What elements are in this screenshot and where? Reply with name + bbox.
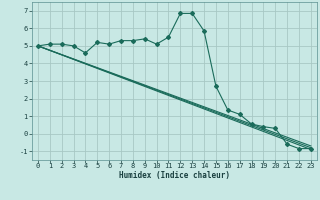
X-axis label: Humidex (Indice chaleur): Humidex (Indice chaleur) [119, 171, 230, 180]
